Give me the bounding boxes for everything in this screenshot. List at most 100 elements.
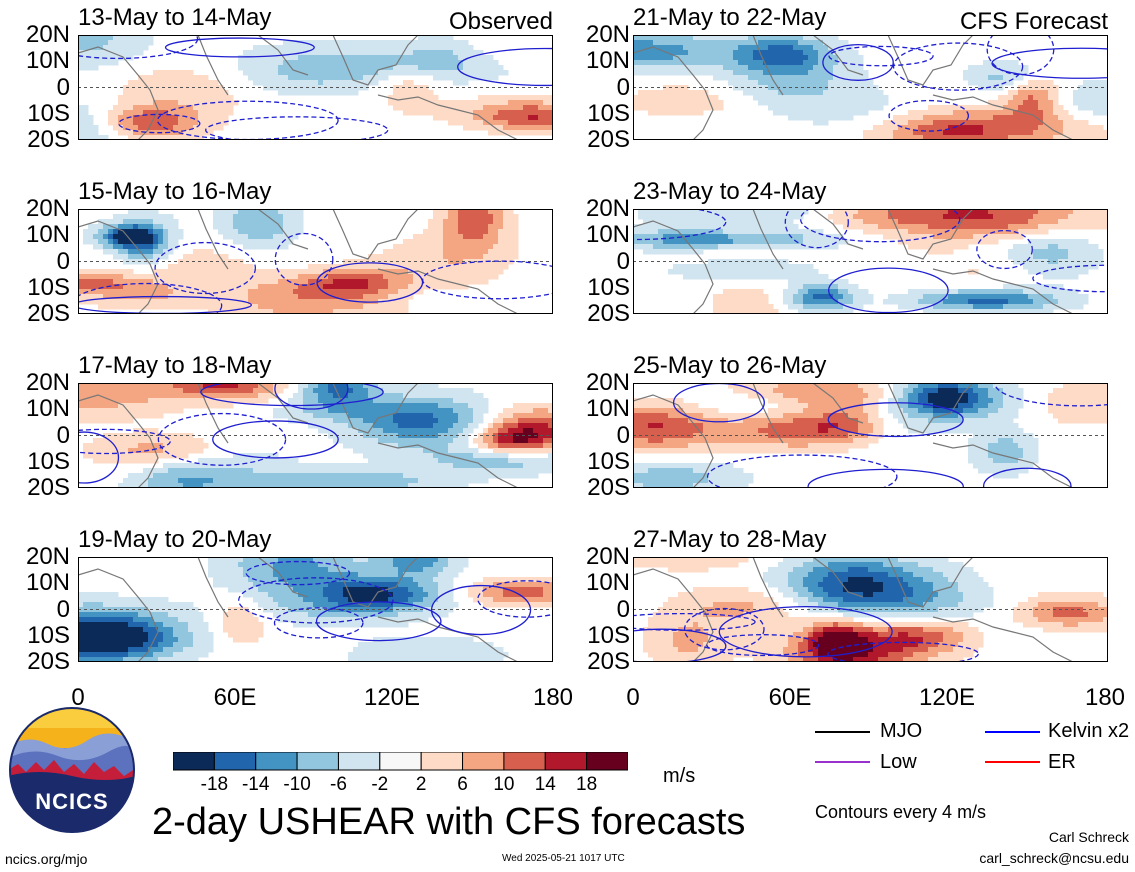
lat-label: 10N — [585, 221, 630, 249]
panel-title: 19-May to 20-May — [78, 526, 272, 553]
lat-label: 20S — [27, 300, 70, 327]
lat-label: 0 — [616, 73, 630, 101]
map-panel-17-18-may — [78, 383, 553, 488]
map-panel-13-14-may — [78, 35, 553, 140]
colorbar-swatch — [420, 752, 464, 771]
footer-url: ncics.org/mjo — [5, 851, 88, 867]
lat-label: 10N — [25, 569, 70, 597]
cfs-forecast-label: CFS Forecast — [959, 8, 1108, 35]
logo-text: NCICS — [35, 789, 108, 814]
colorbar-swatch — [255, 752, 298, 771]
lat-label: 0 — [56, 421, 70, 449]
colorbar-tick-label: 14 — [534, 774, 556, 795]
panel-title: 21-May to 22-May — [633, 4, 827, 31]
legend-line-er — [985, 761, 1040, 763]
legend-line-kelvin — [985, 731, 1040, 733]
colorbar-tick-label: -14 — [241, 774, 270, 795]
colorbar — [173, 752, 628, 771]
lon-label: 0 — [626, 684, 640, 711]
lat-label: 20N — [25, 543, 70, 570]
lat-label: 10N — [585, 569, 630, 597]
panel-title: 25-May to 26-May — [633, 352, 827, 379]
colorbar-tick-label: 6 — [457, 774, 468, 795]
panel-title: 17-May to 18-May — [78, 352, 272, 379]
lat-label: 20S — [587, 126, 630, 153]
colorbar-swatch — [586, 752, 628, 771]
lat-label: 20N — [585, 543, 630, 570]
colorbar-tick-label: -18 — [200, 774, 229, 795]
panel-title: 15-May to 16-May — [78, 178, 272, 205]
panel-title: 27-May to 28-May — [633, 526, 827, 553]
colorbar-swatch — [337, 752, 381, 771]
observed-label: Observed — [448, 8, 553, 35]
lon-label: 180 — [1084, 684, 1126, 711]
lat-label: 10N — [25, 47, 70, 75]
legend-line-mjo — [815, 731, 870, 733]
lat-label: 20S — [587, 300, 630, 327]
colorbar-swatch — [213, 752, 257, 771]
colorbar-swatch — [462, 752, 505, 771]
lat-label: 0 — [56, 247, 70, 275]
lat-label: 10N — [25, 221, 70, 249]
map-panel-27-28-may — [633, 557, 1108, 662]
lat-label: 20S — [27, 126, 70, 153]
lat-label: 0 — [616, 595, 630, 623]
map-panel-25-26-may — [633, 383, 1108, 488]
panel-title: 23-May to 24-May — [633, 178, 827, 205]
lon-label: 120E — [363, 684, 421, 711]
map-panel-23-24-may — [633, 209, 1108, 314]
footer-timestamp: Wed 2025-05-21 1017 UTC — [502, 853, 625, 864]
lat-label: 20S — [27, 474, 70, 501]
lat-label: 10N — [25, 395, 70, 423]
legend-kelvin-label: Kelvin x2 — [1048, 720, 1130, 742]
lat-label: 10S — [587, 447, 630, 475]
lat-label: 20N — [585, 21, 630, 48]
lat-label: 10S — [27, 447, 70, 475]
colorbar-tick-label: -6 — [330, 774, 347, 795]
colorbar-unit: m/s — [663, 765, 696, 787]
footer-author: Carl Schreck — [1048, 829, 1129, 845]
legend-low-label: Low — [880, 751, 917, 773]
lon-label: 180 — [532, 684, 574, 711]
ncics-logo: NCICS — [9, 707, 135, 833]
colorbar-swatch — [544, 752, 588, 771]
lat-label: 0 — [616, 421, 630, 449]
lat-label: 20S — [27, 648, 70, 675]
colorbar-swatch — [173, 752, 215, 771]
lon-label: 60E — [768, 684, 812, 711]
colorbar-tick-label: 18 — [576, 774, 598, 795]
lat-label: 10N — [585, 395, 630, 423]
colorbar-swatch — [379, 752, 422, 771]
lon-label: 0 — [71, 684, 85, 711]
lat-label: 20N — [25, 21, 70, 48]
lon-label: 120E — [918, 684, 976, 711]
panel-title: 13-May to 14-May — [78, 4, 272, 31]
lat-label: 10S — [587, 273, 630, 301]
lat-label: 0 — [56, 73, 70, 101]
map-panel-21-22-may — [633, 35, 1108, 140]
map-panel-19-20-may — [78, 557, 553, 662]
colorbar-tick-label: 10 — [493, 774, 515, 795]
lat-label: 20S — [587, 648, 630, 675]
colorbar-swatch — [503, 752, 546, 771]
lat-label: 10S — [27, 621, 70, 649]
colorbar-tick-label: 2 — [415, 774, 427, 795]
lat-label: 10S — [587, 99, 630, 127]
lat-label: 10N — [585, 47, 630, 75]
footer-email: carl_schreck@ncsu.edu — [979, 850, 1129, 866]
lat-label: 0 — [616, 247, 630, 275]
colorbar-swatch — [296, 752, 339, 771]
lat-label: 20N — [25, 369, 70, 396]
lat-label: 10S — [587, 621, 630, 649]
lat-label: 10S — [27, 99, 70, 127]
main-title: 2-day USHEAR with CFS forecasts — [152, 801, 746, 843]
lat-label: 10S — [27, 273, 70, 301]
lat-label: 0 — [56, 595, 70, 623]
lat-label: 20S — [587, 474, 630, 501]
legend-mjo-label: MJO — [880, 720, 923, 742]
colorbar-tick-label: -10 — [283, 774, 311, 795]
lat-label: 20N — [585, 195, 630, 222]
map-panel-15-16-may — [78, 209, 553, 314]
lat-label: 20N — [585, 369, 630, 396]
legend-er-label: ER — [1048, 751, 1076, 773]
